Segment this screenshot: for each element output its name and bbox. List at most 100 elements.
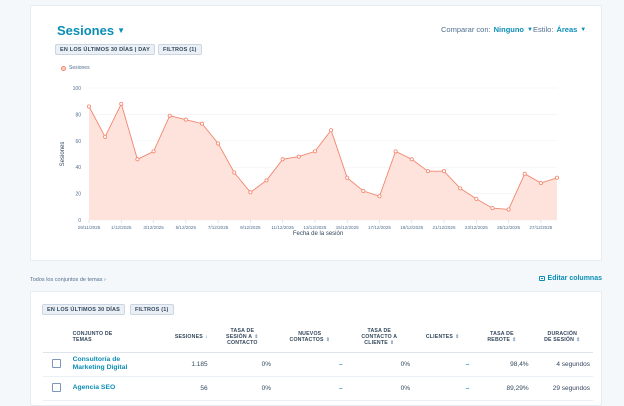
data-point[interactable] xyxy=(183,117,188,122)
data-point[interactable] xyxy=(296,154,301,159)
data-point[interactable] xyxy=(151,149,156,154)
data-point[interactable] xyxy=(216,141,221,146)
chevron-down-icon: ▼ xyxy=(117,26,126,35)
x-tick-label: 15/12/2025 xyxy=(336,225,359,230)
data-point[interactable] xyxy=(232,170,237,175)
cell-bounce: 98,4% xyxy=(472,352,532,377)
y-tick-label: 80 xyxy=(75,112,81,118)
x-tick-label: 13/12/2025 xyxy=(303,225,326,230)
x-axis-label: Fecha de la sesión xyxy=(293,231,343,237)
sort-icon: ⇕ xyxy=(455,333,460,340)
data-point[interactable] xyxy=(377,194,382,199)
x-tick-label: 9/12/2025 xyxy=(240,225,261,230)
y-tick-label: 20 xyxy=(75,192,81,198)
sort-icon: ⇕ xyxy=(325,336,331,343)
data-point[interactable] xyxy=(522,171,527,176)
breadcrumb[interactable]: Todos los conjuntos de temas › xyxy=(30,277,106,283)
data-point[interactable] xyxy=(458,186,463,191)
compare-dropdown[interactable]: Comparar con: Ninguno ▼ xyxy=(441,25,533,34)
x-tick-label: 5/12/2025 xyxy=(176,225,197,230)
data-point[interactable] xyxy=(409,157,414,162)
style-value[interactable]: Áreas xyxy=(556,25,578,34)
legend-label: Sesiones xyxy=(69,65,90,71)
sort-icon: ⇕ xyxy=(389,339,395,346)
table-row: Consultoría de Marketing Digital 1.185 0%… xyxy=(43,352,593,377)
data-point[interactable] xyxy=(393,149,398,154)
table-date-range-tag[interactable]: EN LOS ÚLTIMOS 30 DÍAS xyxy=(42,304,126,315)
topics-table: CONJUNTO DE TEMAS SESIONES ↓ TASA DE SESI… xyxy=(43,322,593,401)
sort-desc-icon: ↓ xyxy=(204,333,208,340)
cell-client-rate: 0% xyxy=(345,352,414,377)
filters-tag[interactable]: FILTROS (1) xyxy=(158,44,202,55)
breadcrumb-label: Todos los conjuntos de temas xyxy=(30,277,103,283)
cell-duration: 29 segundos xyxy=(531,376,593,401)
x-tick-label: 27/12/2025 xyxy=(529,225,552,230)
data-point[interactable] xyxy=(555,175,560,180)
table-header-row: CONJUNTO DE TEMAS SESIONES ↓ TASA DE SESI… xyxy=(43,322,593,353)
data-point[interactable] xyxy=(442,169,447,174)
data-point[interactable] xyxy=(87,104,92,109)
col-header-topic[interactable]: CONJUNTO DE TEMAS xyxy=(69,322,152,353)
data-point[interactable] xyxy=(312,149,317,154)
cell-sessions: 56 xyxy=(151,376,211,401)
topic-link[interactable]: Agencia SEO xyxy=(72,383,116,391)
data-point[interactable] xyxy=(264,178,269,183)
columns-icon xyxy=(538,276,545,281)
data-point[interactable] xyxy=(361,188,366,193)
col-header-sessions[interactable]: SESIONES ↓ xyxy=(151,322,211,353)
cell-contact-rate: 0% xyxy=(210,352,275,377)
cell-duration: 4 segundos xyxy=(531,352,593,377)
data-point[interactable] xyxy=(199,121,204,126)
x-tick-label: 23/12/2025 xyxy=(465,225,488,230)
col-header-client-rate[interactable]: TASA DE CONTACTO A CLIENTE ⇕ xyxy=(345,322,414,353)
header-checkbox-cell xyxy=(43,322,70,353)
col-header-bounce[interactable]: TASA DE REBOTE ⇕ xyxy=(472,322,532,353)
edit-columns-label: Editar columnas xyxy=(547,275,602,282)
data-point[interactable] xyxy=(345,175,350,180)
x-tick-label: 3/12/2025 xyxy=(143,225,164,230)
col-header-duration[interactable]: DURACIÓN DE SESIÓN ⇕ xyxy=(531,322,593,353)
compare-value[interactable]: Ninguno xyxy=(493,25,525,34)
y-tick-label: 40 xyxy=(75,165,81,171)
date-range-filter-tag[interactable]: EN LOS ÚLTIMOS 30 DÍAS | DAY xyxy=(55,44,155,55)
series-line xyxy=(88,102,558,210)
x-tick-label: 21/12/2025 xyxy=(433,225,456,230)
data-point[interactable] xyxy=(280,157,285,162)
chevron-down-icon: ▼ xyxy=(580,26,587,33)
chevron-down-icon: ▼ xyxy=(527,26,533,33)
table-filters-tag[interactable]: FILTROS (1) xyxy=(130,304,174,315)
data-point[interactable] xyxy=(103,134,108,139)
data-point[interactable] xyxy=(119,101,124,106)
sort-icon: ⇕ xyxy=(512,336,517,343)
data-point[interactable] xyxy=(135,157,140,162)
sessions-chart-card: Sesiones ▼ Comparar con: Ninguno ▼ Estil… xyxy=(30,5,602,261)
col-header-clients[interactable]: CLIENTES ⇕ xyxy=(413,322,473,353)
x-tick-label: 11/12/2025 xyxy=(271,225,294,230)
report-title-dropdown[interactable]: Sesiones ▼ xyxy=(57,23,125,38)
data-point[interactable] xyxy=(425,169,430,174)
data-point[interactable] xyxy=(474,196,479,201)
cell-clients: – xyxy=(413,376,473,401)
x-tick-label: 19/12/2025 xyxy=(400,225,423,230)
y-axis-label: Sesiones xyxy=(60,142,66,167)
data-point[interactable] xyxy=(490,206,495,211)
report-title: Sesiones xyxy=(57,23,115,38)
col-header-contact-rate[interactable]: TASA DE SESIÓN A ⇕ CONTACTO xyxy=(210,322,275,353)
style-dropdown[interactable]: Estilo: Áreas ▼ xyxy=(533,25,586,34)
data-point[interactable] xyxy=(248,190,253,195)
table-row: Agencia SEO 56 0% – 0% – 89,29% 29 segun… xyxy=(43,376,593,401)
y-tick-label: 100 xyxy=(73,86,82,92)
col-header-new-contacts[interactable]: NUEVOS CONTACTOS ⇕ xyxy=(274,322,346,353)
cell-client-rate: 0% xyxy=(345,376,414,401)
y-tick-label: 60 xyxy=(75,139,81,145)
data-point[interactable] xyxy=(329,128,334,133)
style-label: Estilo: xyxy=(533,25,554,34)
edit-columns-button[interactable]: Editar columnas xyxy=(538,275,602,282)
row-checkbox[interactable] xyxy=(51,358,61,368)
row-checkbox[interactable] xyxy=(51,382,61,392)
data-point[interactable] xyxy=(538,181,543,186)
data-point[interactable] xyxy=(506,207,511,212)
topic-link[interactable]: Consultoría de Marketing Digital xyxy=(72,355,128,371)
data-point[interactable] xyxy=(167,113,172,118)
topics-table-card: EN LOS ÚLTIMOS 30 DÍAS FILTROS (1) CONJU… xyxy=(30,291,602,406)
